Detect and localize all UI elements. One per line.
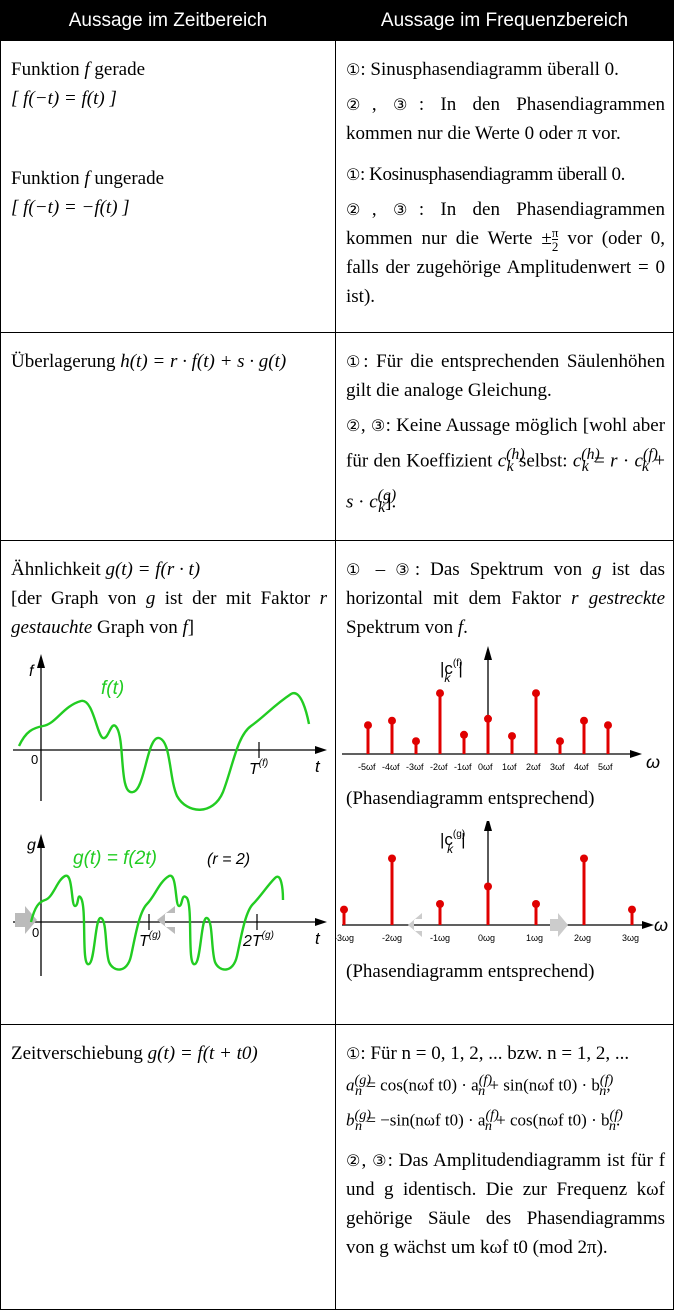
r-value-label: (r = 2) [207,851,250,868]
spectrum-stem-head [508,732,516,741]
spec-f-label: |c(f) k | [440,658,463,685]
even-equation: [ f(−t) = f(t) ] [11,88,117,109]
spectrum-f: ω |c(f) k | -5ωf -4ωf -3ωf -2ωf -1ωf 0ωf 1ωf 2ωf 3… [342,646,660,772]
spectrum-tick-label: -2ωf [430,762,448,772]
omega-axis-label: ω [646,752,660,772]
tick-Tf: T(f) [249,758,268,778]
header-time-domain: Aussage im Zeitbereich [0,0,336,41]
arrow-left-icon [157,906,175,934]
spectrum-tick-label: -1ωg [430,933,450,943]
spectrum-stem-head [532,689,540,698]
coefficient-formulas: a(g)n = cos(nωf t0) · a(f)n + sin(nωf t0… [346,1072,623,1135]
tick-Tg: T(g) [139,930,161,950]
spectrum-stem-head [580,716,588,725]
spectrum-stem-head [388,716,396,725]
curve-f [17,691,311,811]
spectrum-stem-head [436,900,444,908]
spectrum-stem-head [388,854,396,863]
spectrum-tick-label: 3ωg [622,933,639,943]
graph-f-label: f(t) [101,678,124,699]
spectrum-tick-label: -1ωf [454,762,472,772]
spectrum-tick-label: 2ωf [526,762,541,772]
tick-2Tg: 2T(g) [242,930,274,950]
spectrum-tick-label: 5ωf [598,762,613,772]
spectrum-tick-label: -3ωf [406,762,424,772]
spectrum-stem-head [436,689,444,698]
cell-time-shift-freq: ①: Für n = 0, 1, 2, ... bzw. n = 1, 2, .… [335,1024,674,1310]
spectrum-tick-label: 1ωf [502,762,517,772]
arrow-right-icon-2 [550,913,568,937]
spectrum-stem-head [364,721,372,730]
spectrum-stem-head [484,714,492,723]
cell-symmetry-freq: ①: Sinusphasendiagramm überall 0. ②, ③: … [335,40,674,333]
header-row: Aussage im Zeitbereich Aussage im Freque… [0,0,674,41]
spectrum-tick-label: -3ωg [336,933,354,943]
curve-g [29,874,285,971]
phase-note-1: (Phasendiagramm entsprechend) [346,788,595,809]
arrow-right-icon [15,906,37,934]
spectrum-tick-label: 0ωg [478,933,495,943]
row-similarity: Ähnlichkeit g(t) = f(r · t) [der Graph v… [0,540,674,1025]
spectrum-tick-label: -4ωf [382,762,400,772]
odd-equation: [ f(−t) = −f(t) ] [11,197,130,218]
spectrum-stem-head [460,730,468,739]
spectrum-stem-head [484,882,492,891]
axis-g-label: g [27,837,36,854]
cell-similarity-freq: ① – ③: Das Spektrum von g ist das horizo… [335,540,674,1025]
cell-similarity-time: Ähnlichkeit g(t) = f(r · t) [der Graph v… [0,540,336,1025]
spectrum-stem-head [340,905,348,914]
phase-note-2: (Phasendiagramm entsprechend) [346,961,595,982]
spectrum-stem-head [628,905,636,914]
row-time-shift: Zeitverschiebung g(t) = f(t + t0) ①: Für… [0,1024,674,1310]
omega-axis-label-2: ω [654,915,668,935]
origin-label-2: 0 [32,925,39,940]
spectrum-stem-head [580,854,588,863]
arrow-left-icon-2 [408,913,422,937]
spectrum-tick-label: 3ωf [550,762,565,772]
row-superposition: Überlagerung h(t) = r · f(t) + s · g(t) … [0,332,674,541]
spectrum-tick-label: 2ωg [574,933,591,943]
row-symmetry: Funktion f gerade [ f(−t) = f(t) ] Funkt… [0,40,674,333]
axis-t-label-2: t [315,929,321,948]
spectrum-tick-label: -5ωf [358,762,376,772]
graph-g-label: g(t) = f(2t) [73,848,157,869]
spectrum-stem-head [604,721,612,730]
cell-time-shift-time: Zeitverschiebung g(t) = f(t + t0) [0,1024,336,1310]
spectrum-stem-head [532,900,540,908]
axis-t-label: t [315,757,321,776]
axis-f-label: f [29,663,35,680]
spectrum-stem-head [556,737,564,746]
spectrum-tick-label: 0ωf [478,762,493,772]
cell-symmetry-time: Funktion f gerade [ f(−t) = f(t) ] Funkt… [0,40,336,333]
spectrum-tick-label: -2ωg [382,933,402,943]
origin-label: 0 [31,752,38,767]
spectrum-tick-label: 4ωf [574,762,589,772]
graph-f: f t 0 T(f) f(t) [13,654,327,811]
spectrum-tick-label: 1ωg [526,933,543,943]
spectrum-stem-head [412,737,420,746]
header-frequency-domain: Aussage im Frequenzbereich [335,0,674,41]
graph-g: g t 0 T(g) 2T(g) g(t) = f(2t) (r = 2) [13,834,327,976]
cell-superposition-freq: ①: Für die entsprechenden Säulenhöhen gi… [335,332,674,541]
cell-superposition-time: Überlagerung h(t) = r · f(t) + s · g(t) [0,332,336,541]
spectrum-g: ω |c(g) k | -3ωg -2ωg -1ωg 0ωg 1ωg 2ωg 3ωg [336,821,668,943]
spec-g-label: |c(g) k | [440,829,466,856]
